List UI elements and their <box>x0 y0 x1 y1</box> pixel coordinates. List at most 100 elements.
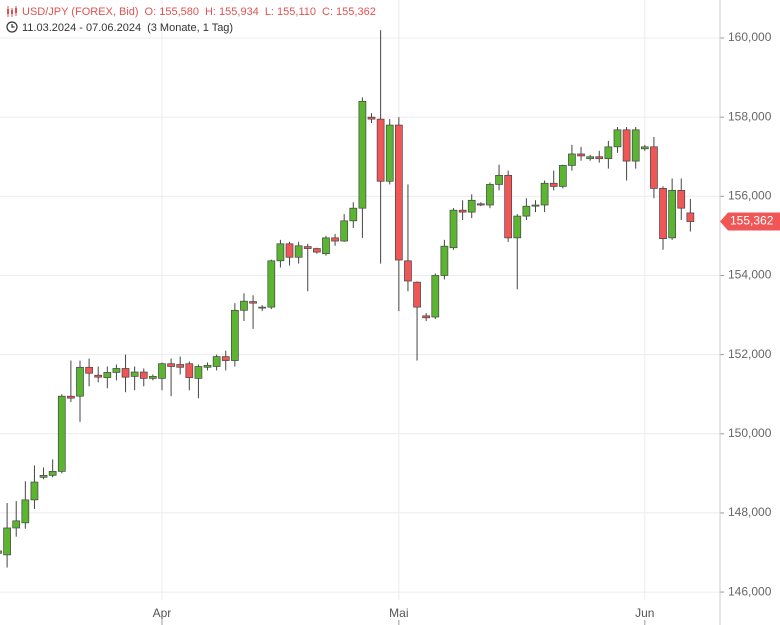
candle-body <box>331 237 339 242</box>
candle-body <box>194 366 203 379</box>
candle-body <box>622 129 631 162</box>
candle-body <box>422 315 431 319</box>
candle-body <box>21 499 30 524</box>
candle-body <box>340 220 349 242</box>
last-price-tag <box>720 212 780 231</box>
candle-body <box>30 481 39 501</box>
candle-body <box>0 550 2 554</box>
y-tick-label: 148,000 <box>728 505 772 519</box>
candle-body <box>57 395 66 472</box>
candle-body <box>586 156 595 160</box>
candle-body <box>249 301 257 304</box>
candle-body <box>358 100 367 209</box>
candle-body <box>167 363 175 367</box>
candle-body <box>367 116 376 120</box>
candle-body <box>185 363 194 378</box>
period: (3 Monate, 1 Tag) <box>147 22 234 34</box>
candle-body <box>549 182 558 187</box>
y-tick-label: 154,000 <box>728 268 772 282</box>
candle-body <box>176 364 185 368</box>
instrument-header: USD/JPY (FOREX, Bid) O: 155,580 H: 155,934… <box>6 5 382 19</box>
candle-body <box>294 245 303 258</box>
candle-body <box>285 243 294 258</box>
candle-body <box>568 153 576 166</box>
candle-body <box>3 527 11 556</box>
candle-body <box>158 363 166 379</box>
candle-body <box>431 275 440 318</box>
candle-body <box>221 356 230 361</box>
candle-body <box>404 260 412 282</box>
low-value: L: 155,110 <box>264 6 316 18</box>
candle-body <box>313 248 321 253</box>
close-value: C: 155,362 <box>322 6 376 18</box>
candle-body <box>276 243 285 262</box>
candle-body <box>85 366 93 374</box>
candle-body <box>504 174 513 239</box>
y-tick-label: 150,000 <box>728 426 772 440</box>
y-tick-label: 158,000 <box>728 109 772 123</box>
clock-icon <box>6 21 18 33</box>
candle-body <box>48 471 57 476</box>
candle-body <box>613 129 622 148</box>
candle-body <box>522 205 531 217</box>
x-tick-label: Jun <box>635 606 654 620</box>
candle-body <box>513 215 522 239</box>
candle-body <box>650 146 658 189</box>
candle-body <box>139 371 148 379</box>
candle-body <box>203 364 212 368</box>
candle-body <box>577 153 585 157</box>
candle-body <box>686 212 695 222</box>
candle-body <box>121 368 130 378</box>
candle-body <box>12 520 21 529</box>
candle-body <box>668 190 676 239</box>
candle-body <box>486 184 494 206</box>
candle-icon <box>7 6 17 17</box>
candle-body <box>677 190 686 209</box>
candle-body <box>303 246 312 249</box>
y-tick-label: 152,000 <box>728 347 772 361</box>
candle-body <box>112 368 121 373</box>
high-value: H: 155,934 <box>204 6 259 18</box>
open-value: O: 155,580 <box>144 6 199 18</box>
symbol: USD/JPY (FOREX, Bid) <box>22 6 139 18</box>
candle-body <box>258 306 267 309</box>
candle-body <box>103 372 112 378</box>
candle-body <box>476 203 485 206</box>
candle-body <box>495 174 503 185</box>
candle-body <box>267 260 276 308</box>
candle-body <box>231 309 239 361</box>
candle-body <box>240 300 248 311</box>
y-tick-label: 160,000 <box>728 30 772 44</box>
candle-body <box>631 129 640 162</box>
candle-body <box>39 474 48 478</box>
candle-body <box>130 371 139 377</box>
candle-body <box>449 209 458 249</box>
y-tick-label: 146,000 <box>728 584 772 598</box>
candle-body <box>212 356 221 367</box>
candle-body <box>531 204 540 207</box>
candle-body <box>94 374 103 378</box>
date-range: 11.03.2024 - 07.06.2024 <box>22 22 142 34</box>
candle-body <box>149 376 157 379</box>
y-tick-label: 156,000 <box>728 188 772 202</box>
candle-body <box>413 281 421 308</box>
candle-body <box>540 182 549 206</box>
candle-body <box>640 146 649 150</box>
candle-body <box>349 207 358 222</box>
candle-body <box>659 188 667 240</box>
candle-body <box>604 146 613 160</box>
candle-body <box>376 118 385 182</box>
candle-body <box>394 124 403 261</box>
candle-body <box>458 209 467 213</box>
candle-body <box>67 395 75 399</box>
x-tick-label: Mai <box>389 606 408 620</box>
last-price-label: 155,362 <box>730 214 774 228</box>
candle-body <box>467 199 476 213</box>
candle-body <box>385 124 394 182</box>
candle-body <box>322 237 330 255</box>
candle-body <box>595 156 604 160</box>
candle-body <box>440 245 449 276</box>
candle-body <box>558 165 567 187</box>
